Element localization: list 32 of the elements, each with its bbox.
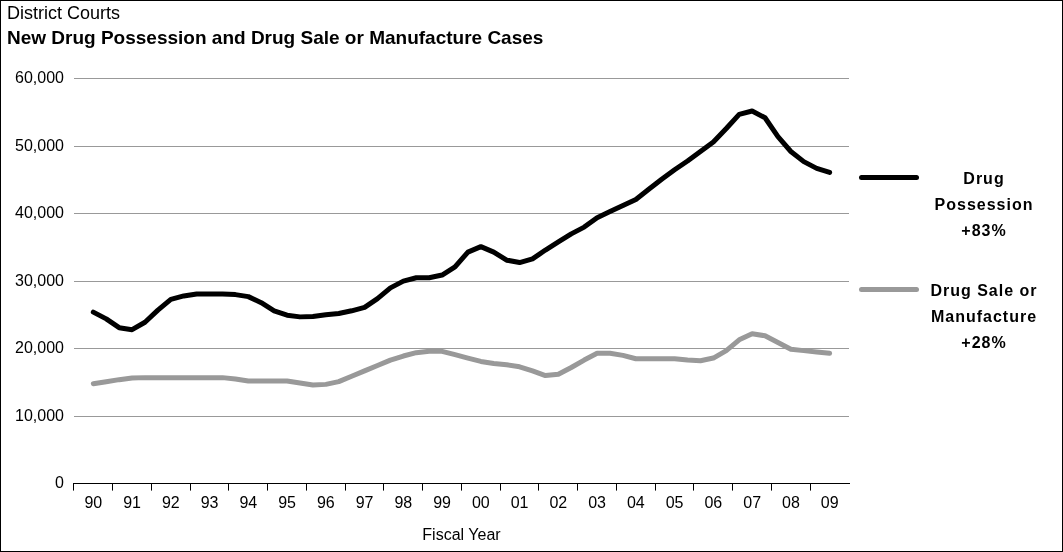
x-tick-label: 97 — [355, 493, 374, 511]
chart-title: New Drug Possession and Drug Sale or Manufacture Cases — [7, 27, 544, 49]
y-tick-label: 60,000 — [15, 69, 65, 87]
x-tick-label: 91 — [123, 493, 142, 511]
y-tick-label: 30,000 — [15, 271, 65, 289]
x-tick-label: 04 — [626, 493, 645, 511]
x-tick-label: 93 — [200, 493, 219, 511]
x-tick-label: 96 — [316, 493, 335, 511]
x-tick-label: 08 — [781, 493, 800, 511]
x-tick-label: 03 — [588, 493, 607, 511]
x-tick-label: 02 — [549, 493, 568, 511]
x-tick-label: 07 — [743, 493, 762, 511]
x-tick-label: 95 — [278, 493, 297, 511]
y-tick-label: 10,000 — [15, 406, 65, 424]
y-tick-label: 50,000 — [15, 136, 65, 154]
x-tick-label: 98 — [394, 493, 413, 511]
y-tick-label: 20,000 — [15, 339, 65, 357]
x-tick-label: 99 — [433, 493, 452, 511]
y-tick-label: 0 — [55, 474, 65, 492]
text: Drug Possession +83% — [933, 169, 1035, 241]
x-tick-label: 90 — [84, 493, 103, 511]
x-tick-label: 92 — [161, 493, 180, 511]
x-tick-label: 09 — [820, 493, 839, 511]
y-tick-label: 40,000 — [15, 204, 65, 222]
x-axis-title: Fiscal Year — [422, 525, 502, 543]
chart-subtitle: District Courts — [7, 3, 121, 24]
legend-label: Drug Sale or Manufacture +28% — [929, 281, 1039, 353]
x-tick-label: 01 — [510, 493, 529, 511]
x-tick-label: 94 — [239, 493, 258, 511]
x-tick-label: 06 — [704, 493, 723, 511]
x-tick-label: 00 — [471, 493, 490, 511]
x-tick-label: 05 — [665, 493, 684, 511]
